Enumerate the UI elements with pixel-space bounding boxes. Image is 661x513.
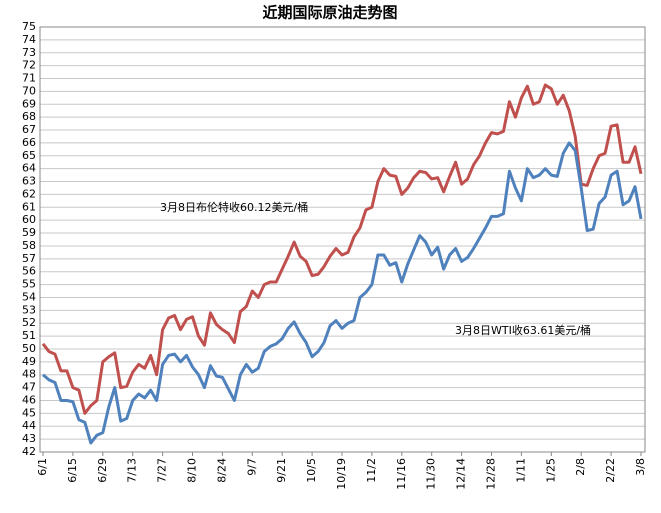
x-tick-label: 8/10 (186, 458, 199, 483)
x-tick-label: 6/15 (66, 458, 79, 483)
x-tick-label: 7/13 (126, 458, 139, 483)
x-tick-label: 10/19 (335, 458, 348, 490)
x-tick-label: 11/30 (425, 458, 438, 490)
y-tick-label: 75 (22, 20, 36, 33)
x-tick-label: 7/27 (156, 458, 169, 483)
y-tick-label: 72 (22, 59, 36, 72)
y-tick-label: 45 (22, 406, 36, 419)
x-tick-label: 3/8 (634, 458, 647, 476)
y-tick-label: 51 (22, 329, 36, 342)
y-tick-label: 68 (22, 110, 36, 123)
y-tick-label: 65 (22, 149, 36, 162)
x-tick-label: 2/8 (574, 458, 587, 476)
y-tick-label: 54 (22, 290, 36, 303)
y-tick-label: 55 (22, 278, 36, 291)
y-tick-label: 57 (22, 252, 36, 265)
y-tick-label: 74 (22, 33, 36, 46)
y-tick-label: 43 (22, 432, 36, 445)
x-tick-label: 6/1 (36, 458, 49, 476)
y-tick-label: 44 (22, 419, 36, 432)
x-tick-label: 1/25 (544, 458, 557, 483)
y-tick-label: 46 (22, 393, 36, 406)
y-tick-label: 63 (22, 175, 36, 188)
plot-border (39, 26, 646, 453)
x-tick-label: 11/2 (365, 458, 378, 483)
x-tick-label: 9/21 (275, 458, 288, 483)
y-tick-label: 64 (22, 162, 36, 175)
y-tick-label: 70 (22, 84, 36, 97)
annotation: 3月8日WTI收63.61美元/桶 (455, 323, 591, 337)
y-tick-label: 59 (22, 226, 36, 239)
x-tick-label: 10/5 (305, 458, 318, 483)
y-tick-label: 66 (22, 136, 36, 149)
x-tick-label: 11/16 (395, 458, 408, 490)
x-tick-label: 12/14 (455, 458, 468, 490)
y-tick-label: 50 (22, 342, 36, 355)
y-tick-label: 47 (22, 381, 36, 394)
chart-title: 近期国际原油走势图 (262, 4, 397, 22)
y-tick-label: 61 (22, 200, 36, 213)
y-tick-label: 52 (22, 316, 36, 329)
x-tick-label: 6/29 (96, 458, 109, 483)
series-line (41, 83, 643, 415)
y-tick-label: 53 (22, 303, 36, 316)
y-tick-label: 48 (22, 368, 36, 381)
x-tick-label: 9/7 (245, 458, 258, 476)
y-tick-label: 42 (22, 445, 36, 458)
y-tick-label: 69 (22, 97, 36, 110)
y-tick-label: 67 (22, 123, 36, 136)
y-tick-label: 58 (22, 239, 36, 252)
y-tick-label: 56 (22, 265, 36, 278)
y-tick-label: 62 (22, 187, 36, 200)
x-tick-label: 12/28 (485, 458, 498, 490)
annotation: 3月8日布伦特收60.12美元/桶 (160, 200, 308, 214)
x-tick-label: 2/22 (604, 458, 617, 483)
y-tick-label: 73 (22, 46, 36, 59)
x-tick-label: 8/24 (215, 458, 228, 483)
y-tick-label: 49 (22, 355, 36, 368)
series-line (42, 141, 643, 445)
x-tick-label: 1/11 (514, 458, 527, 483)
y-tick-label: 60 (22, 213, 36, 226)
y-tick-label: 71 (22, 72, 36, 85)
